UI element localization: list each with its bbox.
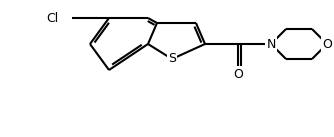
Text: Cl: Cl <box>46 12 58 25</box>
Text: O: O <box>233 68 243 81</box>
Text: O: O <box>322 38 332 51</box>
Text: N: N <box>266 38 276 51</box>
Text: S: S <box>168 52 176 65</box>
